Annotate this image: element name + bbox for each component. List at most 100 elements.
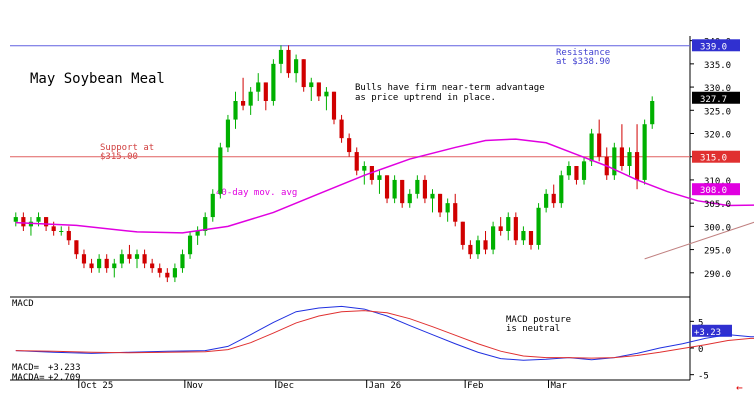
ma-label: 40-day mov. avg [216, 188, 297, 198]
candle-body [127, 254, 132, 259]
macd-series-line [15, 305, 754, 361]
candle-body [263, 82, 268, 101]
candle-body [468, 244, 473, 255]
candle-body [384, 175, 390, 199]
candle-body [271, 63, 276, 101]
candle-body [89, 263, 94, 269]
candle-body [331, 91, 337, 120]
moving-average-layer [15, 138, 754, 234]
price-tag-bg [692, 183, 740, 196]
macd-tag-label: +3.23 [694, 328, 721, 338]
macd-readout-value: +3.233 [48, 363, 81, 373]
candle-body [21, 217, 26, 227]
candle-body [362, 166, 367, 171]
candle-body [347, 138, 352, 153]
resistance-label-2: at $338.90 [556, 57, 610, 67]
macd-layer [15, 305, 754, 361]
price-tag-bg [692, 150, 740, 163]
scroll-arrow-icon[interactable]: ← [736, 381, 743, 394]
price-tag-label: 315.0 [700, 154, 727, 164]
candle-body [354, 152, 359, 171]
price-tags-layer: 339.0 327.7 315.0 308.0 +3.23 [692, 39, 740, 338]
candle-body [491, 226, 496, 250]
candle-body [612, 147, 617, 176]
candle-body [581, 161, 587, 180]
candle-body [324, 91, 329, 97]
candle-body [453, 203, 458, 222]
candle-body [475, 240, 481, 255]
candle-body [81, 254, 87, 264]
x-tick-label: Jan 26 [369, 381, 402, 391]
candle-body [528, 231, 534, 245]
candle-body [574, 166, 579, 180]
y-tick-label: 290.0 [704, 270, 731, 280]
candle-body [551, 193, 556, 204]
candle-body [301, 59, 306, 88]
chart-title: May Soybean Meal [30, 71, 165, 87]
candle-body [119, 254, 124, 264]
candle-body [51, 226, 56, 231]
candle-body [195, 231, 200, 236]
candle-body [59, 231, 64, 232]
price-tag-label: 308.0 [700, 186, 727, 196]
price-tag-label: 339.0 [700, 42, 727, 52]
candle-body [172, 268, 177, 278]
macd-y-tick-label: 5 [698, 318, 703, 328]
macd-readout-label: MACD= [12, 363, 40, 373]
support-label-1: Support at [100, 143, 154, 153]
moving-average-line [15, 138, 754, 234]
candle-body [240, 101, 246, 106]
macd-y-tick-label: -5 [698, 372, 709, 382]
price-tag-bg [692, 39, 740, 52]
candle-body [445, 203, 450, 213]
candle-body [203, 217, 208, 231]
candle-body [513, 217, 518, 241]
candle-body [536, 207, 541, 245]
candle-body [650, 101, 655, 125]
candle-body [309, 82, 314, 88]
x-tick-label: Oct 25 [81, 381, 114, 391]
price-lines-layer [10, 45, 754, 260]
candle-body [430, 193, 435, 199]
candle-body [256, 82, 261, 92]
candle-body [233, 101, 238, 120]
candle-body [559, 175, 564, 204]
candle-body [589, 133, 594, 162]
candle-body [407, 193, 412, 204]
candle-body [44, 217, 49, 227]
candle-body [218, 147, 223, 194]
macd-annotation-1: MACD posture [506, 315, 571, 325]
macd-tag-bg [692, 324, 732, 337]
x-tick-label: Dec [278, 381, 294, 391]
candle-body [498, 226, 503, 231]
macd-annotation-2: is neutral [506, 324, 560, 334]
candle-body [66, 231, 71, 241]
candle-body [36, 217, 41, 222]
price-tag-bg [692, 91, 740, 104]
annotation-line-2: as price uptrend in place. [355, 93, 496, 103]
x-tick-label: Feb [467, 381, 483, 391]
candle-body [74, 240, 79, 255]
candle-body [225, 119, 231, 148]
candle-body [506, 217, 511, 231]
annotation-line-1: Bulls have firm near-term advantage [355, 83, 545, 93]
candle-body [104, 258, 109, 269]
candle-body [97, 258, 102, 269]
candle-body [180, 254, 185, 269]
candle-body [627, 152, 632, 166]
candle-body [392, 179, 397, 199]
candle-body [400, 179, 405, 204]
x-axis-layer: Oct 25 Nov Dec Jan 26 Feb Mar [78, 380, 568, 391]
candle-body [566, 166, 571, 176]
candle-body [248, 91, 253, 106]
macda-readout-label: MACDA= [12, 373, 45, 383]
candle-body [460, 221, 465, 245]
macd-y-tick-label: 0 [698, 345, 703, 355]
y-tick-label: 320.0 [704, 131, 731, 141]
candle-body [619, 147, 624, 166]
resistance-label-1: Resistance [556, 48, 610, 58]
candle-body [286, 49, 291, 74]
x-tick-label: Mar [551, 381, 568, 391]
